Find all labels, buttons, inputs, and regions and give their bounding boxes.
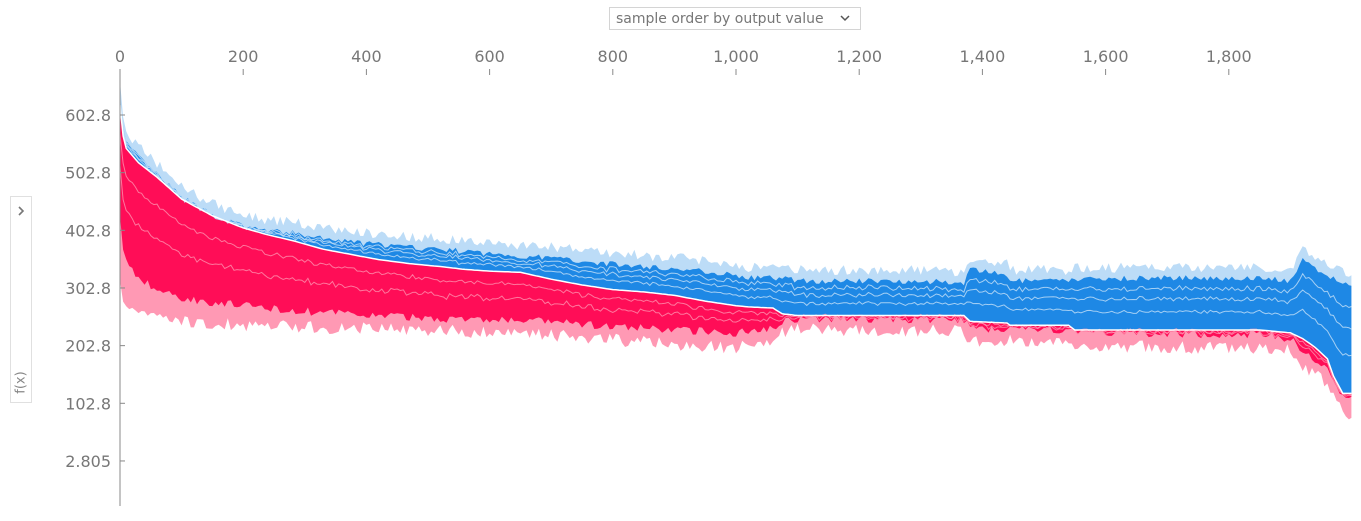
positive-separator-1 <box>119 165 1352 397</box>
sample-order-select-value: sample order by output value <box>616 10 824 27</box>
positive-area <box>120 105 1352 398</box>
negative-separator-1 <box>119 103 1352 357</box>
positive-separator-2 <box>119 133 1352 396</box>
x-tick-label: 0 <box>115 47 125 66</box>
negative-separator-3 <box>119 101 1352 309</box>
x-tick-label: 200 <box>228 47 259 66</box>
x-tick-label: 800 <box>598 47 629 66</box>
chevron-down-icon <box>840 15 850 22</box>
positive-light-area <box>120 105 1352 420</box>
x-tick-label: 1,200 <box>836 47 882 66</box>
x-tick-label: 1,400 <box>959 47 1005 66</box>
output-value-line <box>119 105 1352 395</box>
x-tick-label: 1,600 <box>1083 47 1129 66</box>
y-tick-label: 302.8 <box>65 279 111 298</box>
feature-side-panel: f(x) <box>10 196 32 403</box>
negative-area <box>120 99 1352 394</box>
chevron-right-icon <box>18 206 25 216</box>
y-tick-label: 2.805 <box>65 452 111 471</box>
x-tick-label: 600 <box>474 47 505 66</box>
side-panel-toggle[interactable] <box>11 197 31 225</box>
x-tick-label: 1,000 <box>713 47 759 66</box>
x-tick-label: 400 <box>351 47 382 66</box>
y-tick-label: 602.8 <box>65 106 111 125</box>
sample-order-select[interactable]: sample order by output value <box>609 7 861 30</box>
y-tick-label: 502.8 <box>65 164 111 183</box>
y-tick-label: 102.8 <box>65 394 111 413</box>
x-tick-label: 1,800 <box>1206 47 1252 66</box>
y-tick-label: 402.8 <box>65 221 111 240</box>
chart-axes: 0 200 400 600 800 1,000 1,200 1,400 1,600 1,800 60… <box>65 47 1252 506</box>
negative-separator-2 <box>119 102 1352 330</box>
chart-areas <box>119 81 1352 420</box>
y-tick-label: 202.8 <box>65 337 111 356</box>
